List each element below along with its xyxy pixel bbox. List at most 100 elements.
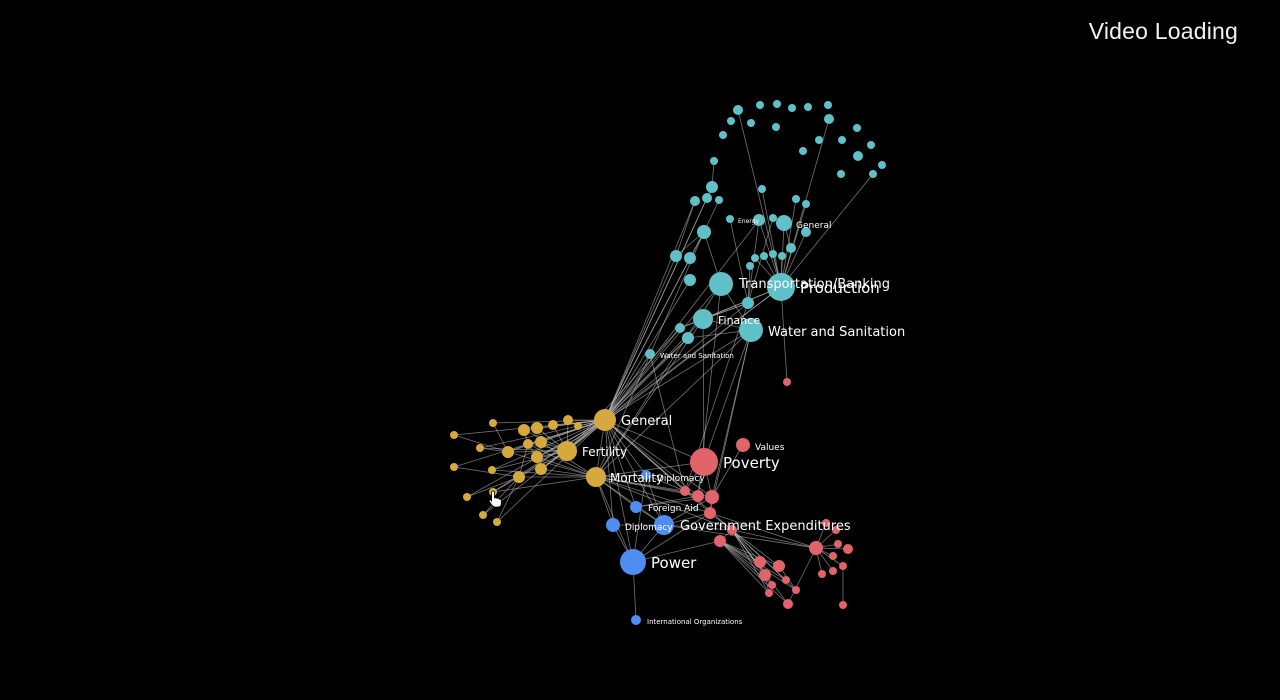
graph-node[interactable] <box>782 576 790 584</box>
graph-node[interactable] <box>746 262 754 270</box>
graph-node[interactable] <box>531 422 543 434</box>
graph-node[interactable] <box>502 446 514 458</box>
graph-node[interactable] <box>824 114 834 124</box>
graph-node[interactable] <box>742 297 754 309</box>
graph-node[interactable] <box>802 200 810 208</box>
graph-node[interactable] <box>739 318 763 342</box>
graph-node[interactable] <box>715 196 723 204</box>
graph-node[interactable] <box>654 515 674 535</box>
graph-node[interactable] <box>630 501 642 513</box>
graph-node[interactable] <box>768 581 776 589</box>
graph-node[interactable] <box>792 195 800 203</box>
graph-node[interactable] <box>769 214 777 222</box>
graph-node[interactable] <box>488 466 496 474</box>
graph-node[interactable] <box>832 526 840 534</box>
graph-node[interactable] <box>822 519 830 527</box>
graph-node[interactable] <box>809 541 823 555</box>
graph-node[interactable] <box>709 272 733 296</box>
graph-node[interactable] <box>704 507 716 519</box>
graph-node[interactable] <box>563 415 573 425</box>
graph-node[interactable] <box>753 214 765 226</box>
graph-node[interactable] <box>702 193 712 203</box>
graph-node[interactable] <box>606 518 620 532</box>
graph-node[interactable] <box>776 215 792 231</box>
graph-node[interactable] <box>682 332 694 344</box>
graph-node[interactable] <box>548 420 558 430</box>
graph-node[interactable] <box>736 438 750 452</box>
graph-node[interactable] <box>818 570 826 578</box>
graph-node[interactable] <box>829 552 837 560</box>
graph-node[interactable] <box>758 185 766 193</box>
graph-node[interactable] <box>733 105 743 115</box>
graph-node[interactable] <box>756 101 764 109</box>
graph-node[interactable] <box>783 599 793 609</box>
graph-node[interactable] <box>690 448 718 476</box>
graph-node[interactable] <box>767 273 795 301</box>
graph-node[interactable] <box>719 131 727 139</box>
graph-node[interactable] <box>680 486 690 496</box>
graph-node[interactable] <box>772 123 780 131</box>
graph-node[interactable] <box>675 323 685 333</box>
graph-node[interactable] <box>839 601 847 609</box>
graph-node[interactable] <box>783 378 791 386</box>
graph-node[interactable] <box>727 525 737 535</box>
graph-node[interactable] <box>853 151 863 161</box>
graph-node[interactable] <box>684 274 696 286</box>
graph-node[interactable] <box>788 104 796 112</box>
graph-node[interactable] <box>773 100 781 108</box>
graph-node[interactable] <box>747 119 755 127</box>
graph-node[interactable] <box>476 444 484 452</box>
graph-node[interactable] <box>705 490 719 504</box>
graph-node[interactable] <box>786 243 796 253</box>
graph-node[interactable] <box>463 493 471 501</box>
graph-node[interactable] <box>839 562 847 570</box>
graph-node[interactable] <box>714 535 726 547</box>
graph-node[interactable] <box>523 439 533 449</box>
graph-node[interactable] <box>631 615 641 625</box>
graph-node[interactable] <box>834 540 842 548</box>
graph-node[interactable] <box>801 227 811 237</box>
graph-node[interactable] <box>759 569 771 581</box>
graph-node[interactable] <box>867 141 875 149</box>
graph-node[interactable] <box>684 252 696 264</box>
graph-node[interactable] <box>594 409 616 431</box>
graph-node[interactable] <box>692 490 704 502</box>
graph-node[interactable] <box>531 451 543 463</box>
graph-node[interactable] <box>751 254 759 262</box>
graph-node[interactable] <box>726 215 734 223</box>
graph-node[interactable] <box>645 349 655 359</box>
graph-node[interactable] <box>727 117 735 125</box>
graph-node[interactable] <box>574 422 582 430</box>
graph-node[interactable] <box>450 463 458 471</box>
graph-node[interactable] <box>493 518 501 526</box>
graph-node[interactable] <box>557 441 577 461</box>
graph-node[interactable] <box>815 136 823 144</box>
graph-node[interactable] <box>799 147 807 155</box>
graph-node[interactable] <box>518 424 530 436</box>
graph-node[interactable] <box>489 419 497 427</box>
graph-node[interactable] <box>586 467 606 487</box>
graph-node[interactable] <box>869 170 877 178</box>
graph-node[interactable] <box>765 589 773 597</box>
graph-node[interactable] <box>778 252 786 260</box>
graph-node[interactable] <box>697 225 711 239</box>
graph-node[interactable] <box>792 586 800 594</box>
graph-node[interactable] <box>843 544 853 554</box>
graph-node[interactable] <box>706 181 718 193</box>
graph-node[interactable] <box>773 560 785 572</box>
graph-node[interactable] <box>641 470 651 480</box>
graph-node[interactable] <box>769 250 777 258</box>
graph-node[interactable] <box>853 124 861 132</box>
graph-node[interactable] <box>535 436 547 448</box>
graph-node[interactable] <box>754 556 766 568</box>
graph-node[interactable] <box>829 567 837 575</box>
graph-node[interactable] <box>693 309 713 329</box>
graph-node[interactable] <box>837 170 845 178</box>
graph-node[interactable] <box>670 250 682 262</box>
graph-node[interactable] <box>513 471 525 483</box>
graph-node[interactable] <box>450 431 458 439</box>
graph-node[interactable] <box>760 252 768 260</box>
graph-node[interactable] <box>620 549 646 575</box>
